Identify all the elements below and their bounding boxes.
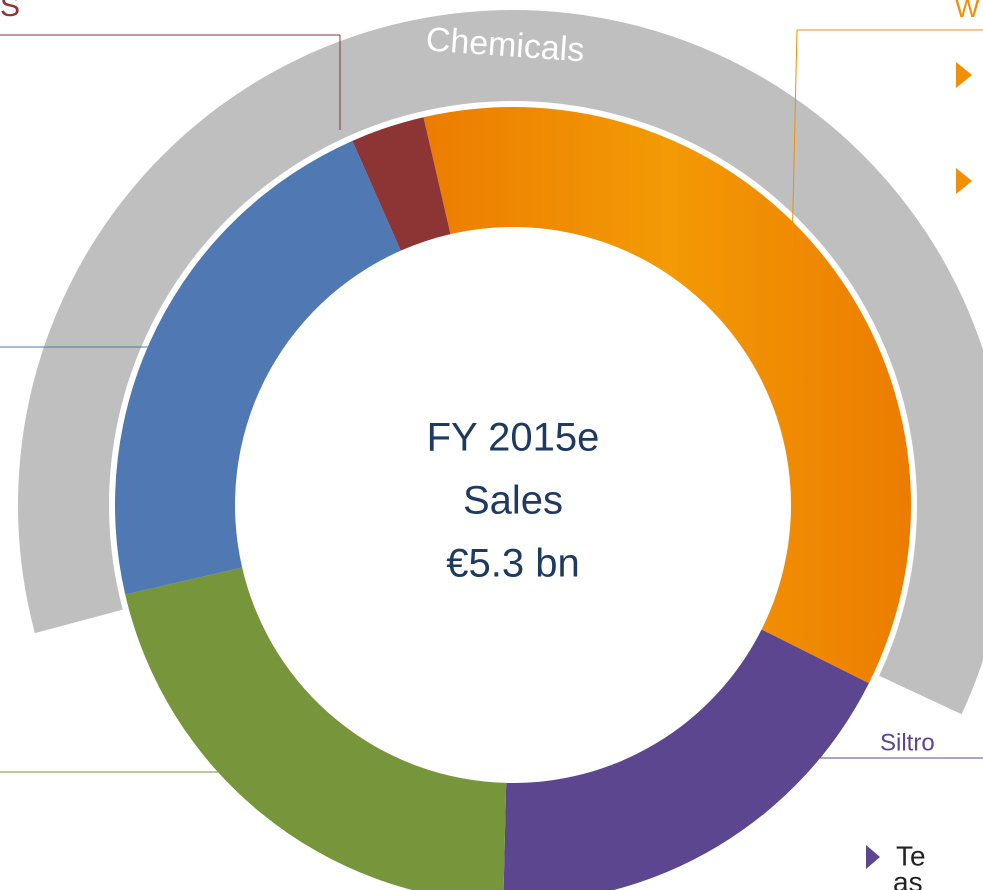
annotation: as [893,866,923,890]
donut-segment [503,629,869,890]
bullet [866,845,880,869]
chemicals-ring [18,10,983,715]
donut-segment [115,140,401,595]
donut-segment [423,107,911,684]
annotation: S [0,0,20,23]
donut-segment [125,567,507,890]
annotation: Te [896,840,926,871]
center-text: Sales [463,479,563,523]
annotation: Siltro [880,729,935,756]
donut-segment [352,117,451,251]
leader-line [791,29,798,251]
bullet [956,62,972,88]
annotation: W [955,0,980,23]
bullet [956,168,972,194]
center-text: FY 2015e [427,416,600,460]
center-text: €5.3 bn [446,542,579,586]
